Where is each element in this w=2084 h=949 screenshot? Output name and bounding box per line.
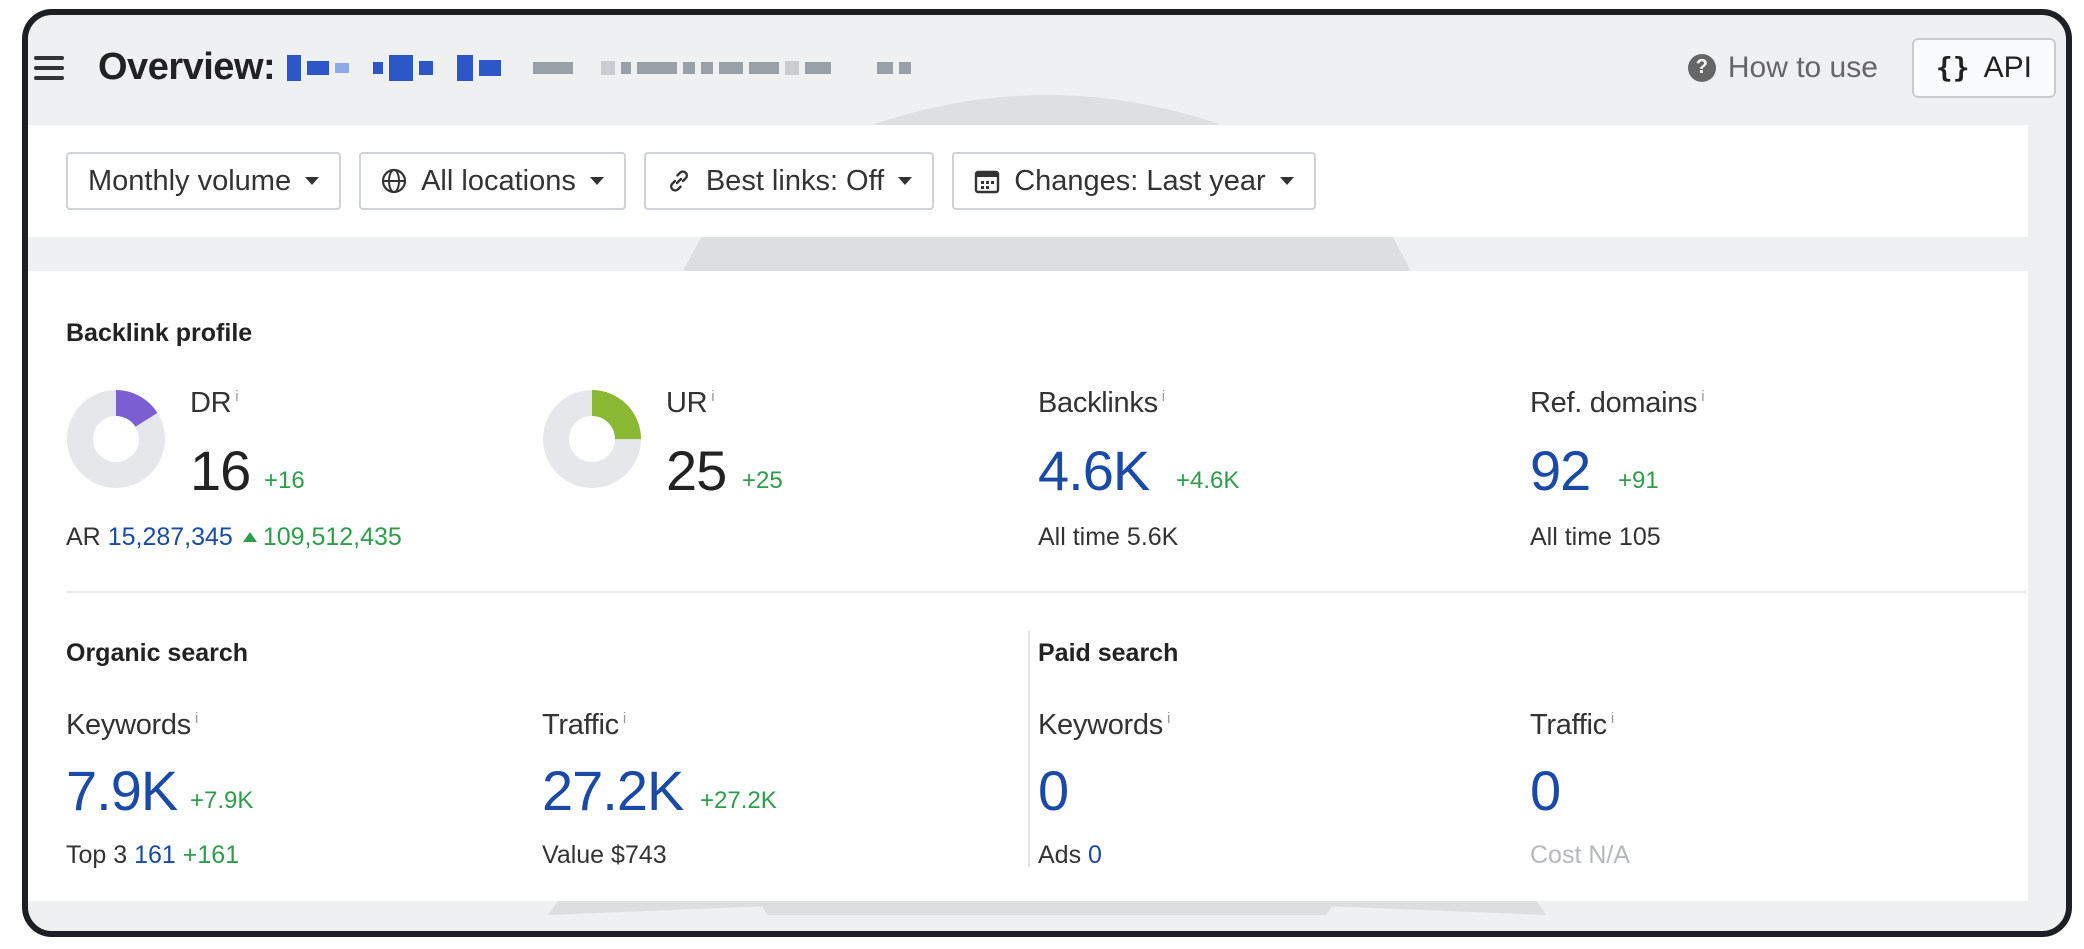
how-to-use-link[interactable]: ? How to use: [1687, 50, 1878, 85]
globe-icon: [381, 168, 407, 194]
filter-bar: Monthly volume All locations Best links:…: [28, 125, 2028, 237]
info-icon[interactable]: i: [194, 710, 198, 728]
help-icon: ?: [1687, 53, 1716, 82]
best-links-label: Best links: Off: [705, 164, 885, 197]
ur-label[interactable]: UR i: [666, 387, 715, 419]
ref-domains-value[interactable]: 92: [1530, 439, 1591, 502]
ref-domains-label[interactable]: Ref. domains i: [1530, 387, 1705, 419]
api-button[interactable]: {} API: [1911, 37, 2056, 98]
backlinks-label[interactable]: Backlinks i: [1038, 387, 1165, 419]
locations-dropdown[interactable]: All locations: [359, 152, 626, 210]
ar-change: 109,512,435: [262, 523, 402, 551]
organic-traffic-label[interactable]: Traffic i: [542, 709, 626, 741]
caret-down-icon: [1279, 177, 1294, 185]
backlink-profile-title: Backlink profile: [66, 319, 253, 347]
ur-donut-chart: [543, 390, 641, 488]
cost-row: Cost N/A: [1530, 841, 1631, 869]
top3-value[interactable]: 161: [134, 841, 176, 869]
changes-label: Changes: Last year: [1014, 164, 1266, 197]
organic-keywords-value[interactable]: 7.9K: [66, 759, 178, 822]
ads-row: Ads 0: [1038, 841, 1102, 869]
organic-search-title: Organic search: [66, 639, 249, 667]
braces-icon: {}: [1935, 51, 1970, 84]
info-icon[interactable]: i: [711, 388, 715, 406]
backlinks-delta: +4.6K: [1176, 467, 1240, 494]
backlinks-alltime: All time 5.6K: [1038, 523, 1179, 551]
caret-down-icon: [305, 177, 320, 185]
info-icon[interactable]: i: [235, 388, 239, 406]
paid-traffic-value[interactable]: 0: [1530, 759, 1561, 822]
dr-donut-arc: [67, 390, 165, 488]
metrics-panel: Backlink profile DR i 16 +16 AR 15,287,34…: [28, 271, 2028, 901]
paid-traffic-label[interactable]: Traffic i: [1530, 709, 1614, 741]
dr-donut-chart: [67, 390, 165, 488]
organic-keywords-delta: +7.9K: [190, 787, 254, 814]
organic-traffic-delta: +27.2K: [700, 787, 777, 814]
column-divider: [1028, 631, 1030, 867]
dr-label[interactable]: DR i: [190, 387, 239, 419]
info-icon[interactable]: i: [1701, 388, 1705, 406]
api-label: API: [1983, 50, 2032, 84]
ref-domains-alltime: All time 105: [1530, 523, 1661, 551]
monthly-volume-label: Monthly volume: [88, 164, 292, 197]
link-icon: [669, 170, 688, 192]
traffic-value-row: Value $743: [542, 841, 667, 869]
info-icon[interactable]: i: [622, 710, 626, 728]
caret-down-icon: [589, 177, 604, 185]
info-icon[interactable]: i: [1161, 388, 1165, 406]
organic-keywords-label[interactable]: Keywords i: [66, 709, 198, 741]
hamburger-menu-icon[interactable]: [34, 55, 64, 80]
organic-traffic-value[interactable]: 27.2K: [542, 759, 684, 822]
paid-keywords-label[interactable]: Keywords i: [1038, 709, 1170, 741]
calendar-icon: [975, 170, 1000, 194]
paid-search-title: Paid search: [1038, 639, 1179, 667]
caret-down-icon: [898, 177, 913, 185]
info-icon[interactable]: i: [1610, 710, 1614, 728]
up-arrow-icon: [242, 532, 257, 542]
ref-domains-delta: +91: [1618, 467, 1659, 494]
app-window: Overview: ? How to use {} API Monthly vo…: [22, 9, 2072, 937]
dr-value: 16: [190, 439, 251, 502]
changes-dropdown[interactable]: Changes: Last year: [952, 152, 1316, 210]
how-to-use-label: How to use: [1727, 50, 1878, 84]
top3-delta: +161: [182, 841, 240, 869]
backlinks-value[interactable]: 4.6K: [1038, 439, 1150, 502]
page-title: Overview:: [98, 46, 276, 88]
locations-label: All locations: [421, 164, 576, 197]
ads-value[interactable]: 0: [1088, 841, 1102, 869]
dr-delta: +16: [264, 467, 305, 494]
section-divider: [66, 591, 2026, 593]
ar-row: AR 15,287,345 109,512,435: [66, 523, 402, 552]
paid-keywords-value[interactable]: 0: [1038, 759, 1069, 822]
ur-value: 25: [666, 439, 727, 502]
ur-donut-arc: [543, 390, 641, 488]
redacted-domain: [287, 54, 912, 81]
ur-delta: +25: [742, 467, 783, 494]
ar-label: AR: [66, 523, 101, 551]
page-header: Overview: ? How to use {} API: [28, 15, 2066, 120]
info-icon[interactable]: i: [1166, 710, 1170, 728]
top3-row: Top 3 161 +161: [66, 841, 240, 869]
ar-value[interactable]: 15,287,345: [107, 523, 233, 551]
best-links-dropdown[interactable]: Best links: Off: [643, 152, 935, 210]
monthly-volume-dropdown[interactable]: Monthly volume: [66, 152, 342, 210]
